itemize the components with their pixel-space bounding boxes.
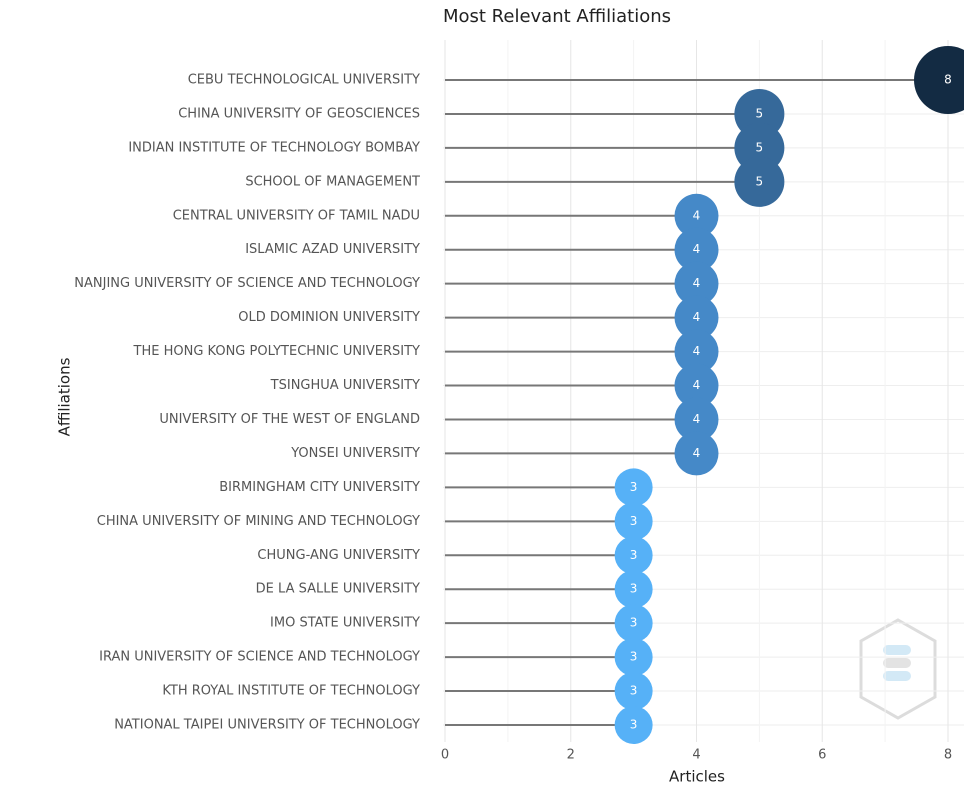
- y-tick-label: CEBU TECHNOLOGICAL UNIVERSITY: [188, 73, 420, 88]
- dot: [614, 502, 653, 541]
- y-axis-label: Affiliations: [56, 357, 74, 436]
- dot: [674, 261, 719, 306]
- y-tick-label: THE HONG KONG POLYTECHNIC UNIVERSITY: [133, 344, 421, 359]
- y-tick-label: CHUNG-ANG UNIVERSITY: [257, 548, 420, 563]
- value-label: 5: [756, 174, 764, 188]
- y-tick-label: TSINGHUA UNIVERSITY: [270, 378, 420, 393]
- y-tick-label: SCHOOL OF MANAGEMENT: [245, 174, 420, 189]
- dot: [674, 431, 719, 476]
- watermark: [859, 618, 937, 720]
- value-label: 8: [944, 73, 952, 87]
- value-label: 3: [630, 480, 638, 494]
- value-label: 3: [630, 548, 638, 562]
- dot: [674, 329, 719, 374]
- value-label: 3: [630, 582, 638, 596]
- y-tick-label: DE LA SALLE UNIVERSITY: [256, 582, 420, 597]
- x-tick-label: 6: [818, 748, 826, 763]
- y-tick-label: NATIONAL TAIPEI UNIVERSITY OF TECHNOLOGY: [114, 718, 420, 733]
- value-label: 3: [630, 514, 638, 528]
- dot: [614, 536, 653, 575]
- value-label: 4: [693, 310, 701, 324]
- value-label: 3: [630, 650, 638, 664]
- y-tick-label: CHINA UNIVERSITY OF MINING AND TECHNOLOG…: [97, 514, 420, 529]
- y-tick-label: IRAN UNIVERSITY OF SCIENCE AND TECHNOLOG…: [99, 650, 420, 665]
- dot: [674, 227, 719, 272]
- x-tick-label: 8: [944, 748, 952, 763]
- dot: [614, 638, 653, 677]
- dot: [674, 363, 719, 408]
- dot: [614, 604, 653, 643]
- y-tick-label: NANJING UNIVERSITY OF SCIENCE AND TECHNO…: [74, 276, 420, 291]
- y-tick-label: ISLAMIC AZAD UNIVERSITY: [245, 242, 420, 257]
- value-label: 3: [630, 684, 638, 698]
- dot: [914, 46, 964, 114]
- value-label: 4: [693, 208, 701, 222]
- dot: [734, 156, 785, 207]
- dot: [614, 706, 653, 744]
- value-label: 4: [693, 412, 701, 426]
- x-tick-label: 2: [567, 748, 575, 763]
- value-label: 4: [693, 446, 701, 460]
- value-label: 4: [693, 276, 701, 290]
- value-label: 3: [630, 718, 638, 732]
- y-tick-label: KTH ROYAL INSTITUTE OF TECHNOLOGY: [162, 684, 420, 699]
- dot: [614, 672, 653, 711]
- value-label: 5: [756, 140, 764, 154]
- value-label: 4: [693, 378, 701, 392]
- value-label: 4: [693, 344, 701, 358]
- x-tick-label: 4: [692, 748, 700, 763]
- x-tick-label: 0: [441, 748, 449, 763]
- chart-title: Most Relevant Affiliations: [443, 6, 671, 27]
- dot: [674, 295, 719, 340]
- y-tick-label: CHINA UNIVERSITY OF GEOSCIENCES: [178, 106, 420, 121]
- y-tick-label: BIRMINGHAM CITY UNIVERSITY: [219, 480, 420, 495]
- dot: [674, 397, 719, 442]
- dot: [614, 570, 653, 609]
- value-label: 4: [693, 242, 701, 256]
- y-tick-label: CENTRAL UNIVERSITY OF TAMIL NADU: [173, 208, 420, 223]
- x-axis-label: Articles: [669, 768, 725, 786]
- y-tick-label: INDIAN INSTITUTE OF TECHNOLOGY BOMBAY: [128, 140, 420, 155]
- y-tick-label: OLD DOMINION UNIVERSITY: [238, 310, 420, 325]
- dot: [674, 193, 719, 238]
- value-label: 5: [756, 106, 764, 120]
- value-label: 3: [630, 616, 638, 630]
- y-tick-label: YONSEI UNIVERSITY: [290, 446, 420, 461]
- y-tick-label: IMO STATE UNIVERSITY: [270, 616, 420, 631]
- y-tick-label: UNIVERSITY OF THE WEST OF ENGLAND: [159, 412, 420, 427]
- dot: [614, 468, 653, 507]
